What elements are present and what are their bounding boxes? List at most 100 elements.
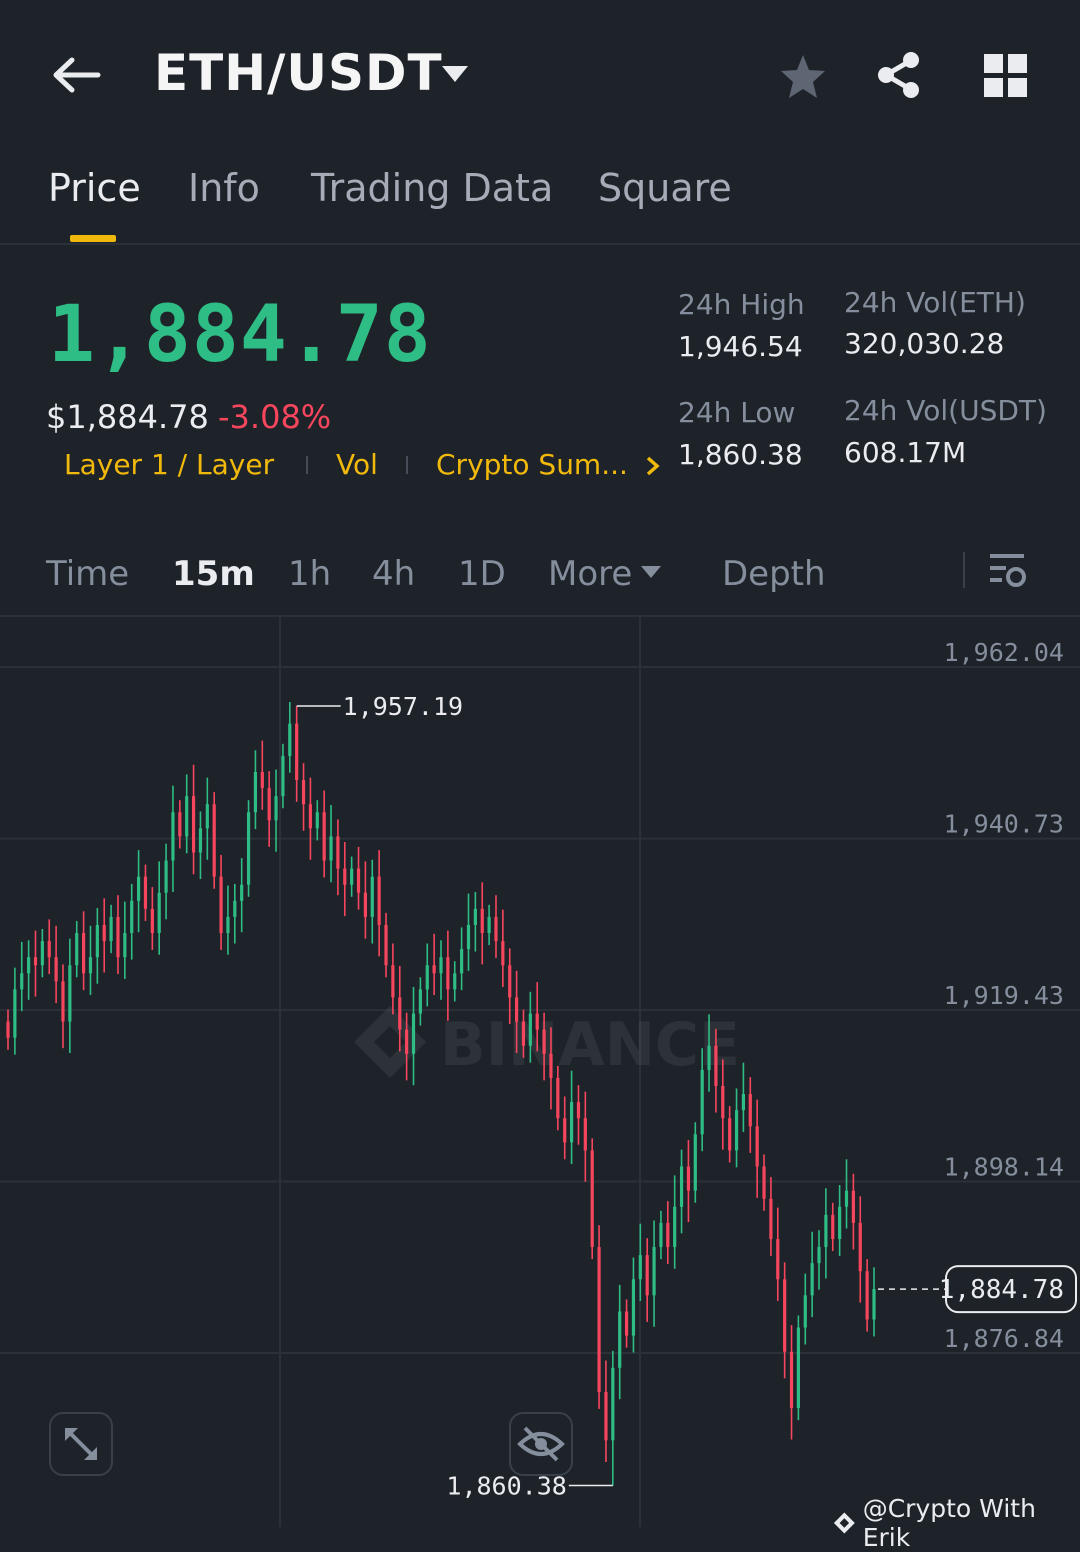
candle xyxy=(301,763,306,831)
candle xyxy=(370,859,374,944)
candle-body xyxy=(783,1279,787,1352)
candle xyxy=(102,898,106,973)
candle xyxy=(425,943,429,1007)
candle xyxy=(831,1202,835,1252)
candle-body xyxy=(686,1166,691,1191)
candle xyxy=(590,1138,594,1260)
pair-title[interactable]: ETH/USDT xyxy=(154,44,443,102)
vol-eth-value: 320,030.28 xyxy=(844,327,1005,360)
layout-button[interactable] xyxy=(984,54,1028,98)
tags-more-button[interactable] xyxy=(644,454,662,478)
tab-info[interactable]: Info xyxy=(188,166,260,210)
candle xyxy=(542,1012,546,1081)
candle-body xyxy=(315,812,319,829)
tag-crypto-sum[interactable]: Crypto Sum... xyxy=(436,448,628,481)
share-button[interactable] xyxy=(874,50,924,100)
candle xyxy=(377,850,381,957)
candle-body xyxy=(6,1021,10,1038)
candle-body xyxy=(679,1166,684,1207)
favorite-button[interactable] xyxy=(778,52,828,102)
candle xyxy=(171,785,175,892)
tab-trading-data[interactable]: Trading Data xyxy=(311,166,554,210)
candle-body xyxy=(143,876,148,909)
candle-body xyxy=(350,868,354,885)
candle-body xyxy=(597,1247,601,1392)
dropdown-caret-icon xyxy=(442,66,468,82)
candle-body xyxy=(838,1206,842,1239)
candle xyxy=(748,1077,752,1153)
candle-body xyxy=(391,965,395,998)
tab-square[interactable]: Square xyxy=(598,166,732,210)
candle xyxy=(872,1267,876,1337)
candle xyxy=(762,1154,766,1211)
candle xyxy=(226,885,230,955)
candle xyxy=(33,930,38,997)
candle-body xyxy=(205,804,209,829)
vol-usdt-label: 24h Vol(USDT) xyxy=(844,394,1047,427)
tf-more[interactable]: More xyxy=(548,554,633,594)
candle-body xyxy=(356,868,361,893)
candle-body xyxy=(707,1045,711,1070)
candle-body xyxy=(363,892,367,917)
candle xyxy=(487,904,491,946)
candle xyxy=(659,1210,663,1260)
candle xyxy=(624,1299,629,1348)
fullscreen-button[interactable] xyxy=(49,1412,113,1476)
candle xyxy=(728,1106,732,1163)
candle xyxy=(233,883,237,944)
candle xyxy=(734,1088,739,1168)
candle xyxy=(343,842,347,917)
candle xyxy=(439,940,443,1000)
tag-divider xyxy=(406,456,408,474)
candle xyxy=(191,764,196,875)
candle xyxy=(460,927,464,991)
tf-1h[interactable]: 1h xyxy=(288,554,332,594)
candle-body xyxy=(405,1029,409,1054)
candle xyxy=(838,1185,842,1256)
candle-body xyxy=(673,1206,677,1248)
back-button[interactable] xyxy=(48,52,104,98)
candle xyxy=(556,1065,560,1131)
candle xyxy=(178,800,182,849)
tf-15m[interactable]: 15m xyxy=(172,554,255,594)
high-label: 24h High xyxy=(678,288,805,321)
candle xyxy=(508,948,512,1025)
candle-body xyxy=(439,957,443,974)
tf-time[interactable]: Time xyxy=(46,554,130,594)
dropdown-caret-icon xyxy=(641,566,661,578)
candle-body xyxy=(295,723,299,781)
tf-4h[interactable]: 4h xyxy=(372,554,416,594)
chart-settings-button[interactable] xyxy=(988,552,1028,590)
candle-body xyxy=(590,1150,594,1248)
candle-body xyxy=(528,1013,532,1046)
binance-watermark: BINANCE xyxy=(354,1006,740,1080)
tf-1d[interactable]: 1D xyxy=(458,554,506,594)
candle-body xyxy=(377,876,381,925)
candle xyxy=(755,1099,759,1198)
candle-body xyxy=(762,1166,766,1199)
candle-body xyxy=(164,860,168,893)
candle xyxy=(47,919,51,975)
candle xyxy=(40,929,44,978)
pair-dropdown-button[interactable] xyxy=(440,62,470,86)
candle-body xyxy=(638,1255,642,1280)
tag-layer1[interactable]: Layer 1 / Layer xyxy=(64,448,275,481)
candle xyxy=(336,819,340,896)
candle-body xyxy=(329,836,333,861)
tab-price[interactable]: Price xyxy=(48,166,141,210)
eye-off-icon xyxy=(517,1426,565,1462)
candle xyxy=(521,1009,526,1058)
tag-vol[interactable]: Vol xyxy=(336,448,378,481)
candle xyxy=(645,1238,649,1322)
hide-indicators-button[interactable] xyxy=(509,1412,573,1476)
active-tab-indicator xyxy=(70,235,116,242)
candle-body xyxy=(851,1190,855,1223)
candle xyxy=(411,986,416,1086)
candle xyxy=(741,1062,746,1132)
tf-depth[interactable]: Depth xyxy=(722,554,826,594)
candlestick-chart[interactable]: BINANCE 1,962.04 1,940.73 1,919.43 1,898.14… xyxy=(0,617,1080,1534)
candle xyxy=(329,805,333,883)
candle-body xyxy=(336,836,340,869)
candle-body xyxy=(308,804,313,829)
candle xyxy=(253,750,258,830)
